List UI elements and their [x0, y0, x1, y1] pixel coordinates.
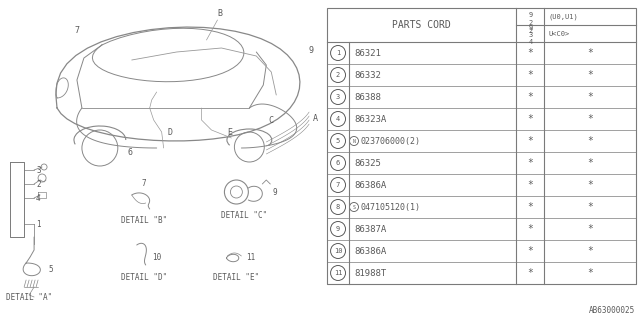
Text: PARTS CORD: PARTS CORD — [392, 20, 451, 30]
Text: 1: 1 — [336, 50, 340, 56]
Text: *: * — [527, 48, 533, 58]
Text: AB63000025: AB63000025 — [589, 306, 635, 315]
Text: 3: 3 — [336, 94, 340, 100]
Text: 86321: 86321 — [354, 49, 381, 58]
Text: 81988T: 81988T — [354, 268, 386, 277]
Text: 86388: 86388 — [354, 92, 381, 101]
Text: 11: 11 — [334, 270, 342, 276]
Text: D: D — [167, 127, 172, 137]
Text: *: * — [527, 246, 533, 256]
Text: *: * — [588, 180, 593, 190]
Text: *: * — [588, 268, 593, 278]
Text: 9: 9 — [528, 12, 532, 18]
Text: *: * — [527, 92, 533, 102]
Text: 11: 11 — [246, 253, 255, 262]
Text: 2: 2 — [336, 72, 340, 78]
Text: *: * — [527, 224, 533, 234]
Text: 4: 4 — [336, 116, 340, 122]
Text: DETAIL "E": DETAIL "E" — [213, 273, 259, 282]
Text: 9: 9 — [336, 226, 340, 232]
Text: 4: 4 — [528, 39, 532, 45]
Text: *: * — [588, 224, 593, 234]
Text: *: * — [527, 268, 533, 278]
Text: 023706000(2): 023706000(2) — [361, 137, 421, 146]
Text: E: E — [227, 127, 232, 137]
Text: *: * — [527, 136, 533, 146]
Text: *: * — [588, 246, 593, 256]
Text: C: C — [269, 116, 274, 124]
Text: 2: 2 — [36, 180, 41, 188]
Text: *: * — [527, 114, 533, 124]
Text: 4: 4 — [36, 194, 41, 203]
Text: 9: 9 — [308, 45, 314, 54]
Text: *: * — [527, 180, 533, 190]
Bar — [327, 8, 636, 284]
Text: DETAIL "D": DETAIL "D" — [120, 273, 167, 282]
Text: *: * — [588, 136, 593, 146]
Text: *: * — [588, 48, 593, 58]
Text: 9: 9 — [272, 188, 277, 196]
Text: (U0,U1): (U0,U1) — [548, 13, 578, 20]
Text: 7: 7 — [74, 26, 79, 35]
Text: 6: 6 — [336, 160, 340, 166]
Text: 86386A: 86386A — [354, 180, 386, 189]
Text: *: * — [527, 70, 533, 80]
Text: DETAIL "C": DETAIL "C" — [221, 211, 268, 220]
Text: *: * — [527, 158, 533, 168]
Text: 1: 1 — [36, 220, 41, 228]
Text: *: * — [527, 202, 533, 212]
Text: 047105120(1): 047105120(1) — [361, 203, 421, 212]
Text: DETAIL "B": DETAIL "B" — [120, 215, 167, 225]
Text: 7: 7 — [141, 179, 147, 188]
Text: U<C0>: U<C0> — [548, 30, 570, 36]
Text: 3: 3 — [528, 32, 532, 38]
Text: S: S — [353, 204, 355, 210]
Text: 10: 10 — [334, 248, 342, 254]
Text: 7: 7 — [336, 182, 340, 188]
Text: 10: 10 — [152, 252, 161, 261]
Text: 2: 2 — [528, 20, 532, 26]
Text: N: N — [353, 139, 355, 143]
Text: *: * — [588, 114, 593, 124]
Text: 5: 5 — [336, 138, 340, 144]
Text: 8: 8 — [336, 204, 340, 210]
Text: B: B — [217, 9, 222, 18]
Text: 2: 2 — [528, 28, 532, 34]
Text: 3: 3 — [36, 165, 41, 174]
Text: *: * — [588, 92, 593, 102]
Text: 5: 5 — [48, 266, 52, 275]
Text: *: * — [588, 70, 593, 80]
Text: *: * — [588, 202, 593, 212]
Text: 86387A: 86387A — [354, 225, 386, 234]
Text: 86386A: 86386A — [354, 246, 386, 255]
Text: 6: 6 — [127, 148, 132, 156]
Text: A: A — [312, 114, 317, 123]
Text: 86323A: 86323A — [354, 115, 386, 124]
Text: DETAIL "A": DETAIL "A" — [6, 292, 52, 301]
Text: 86325: 86325 — [354, 158, 381, 167]
Text: 86332: 86332 — [354, 70, 381, 79]
Text: *: * — [588, 158, 593, 168]
Text: 9: 9 — [528, 25, 532, 31]
